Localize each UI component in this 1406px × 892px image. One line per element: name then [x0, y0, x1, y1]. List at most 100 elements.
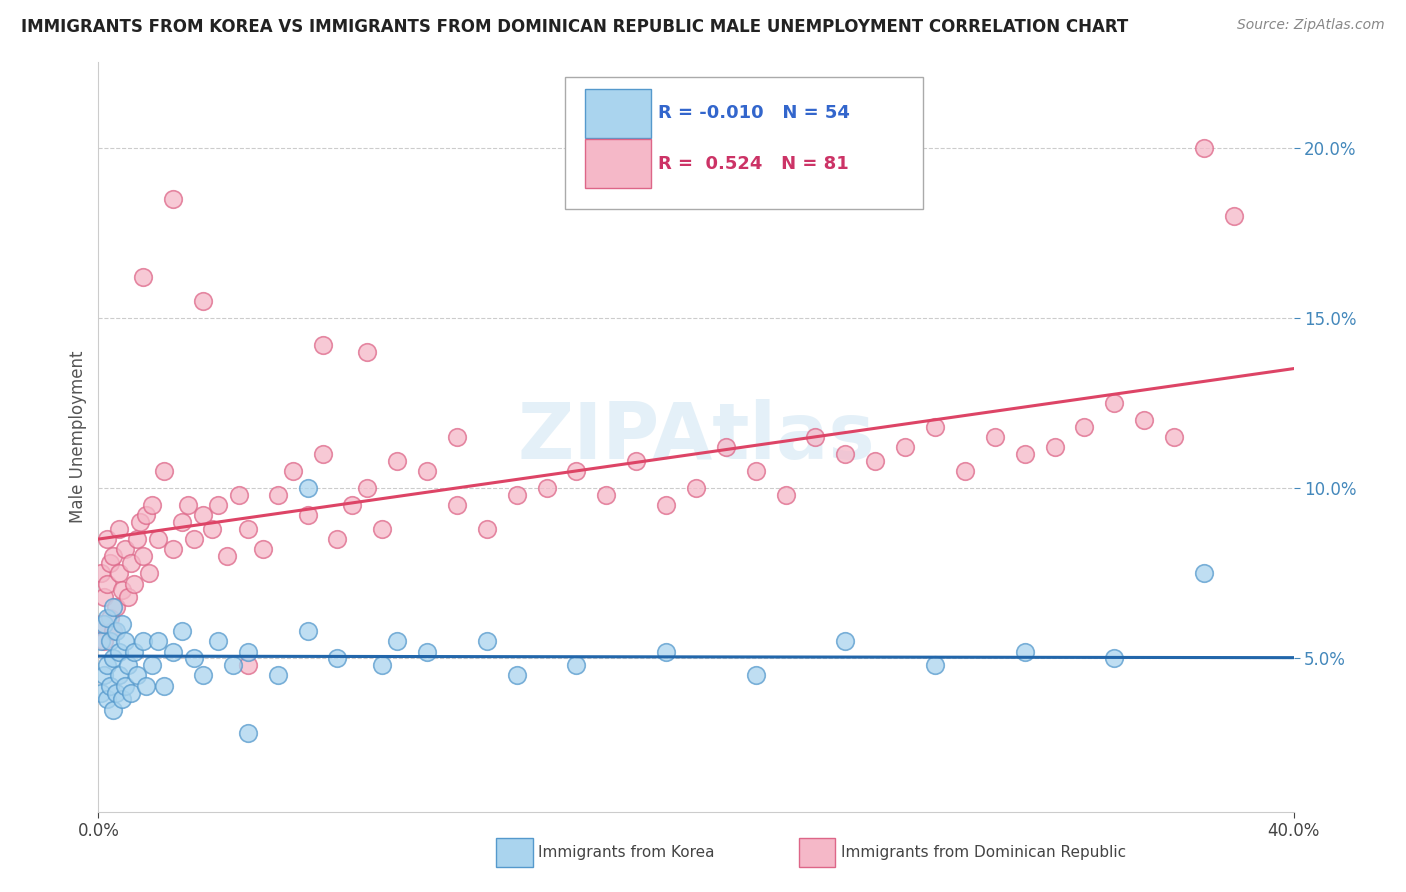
Point: [804, 430, 827, 444]
Point: [108, 668, 131, 682]
Point: [114, 542, 136, 557]
Point: [953, 464, 976, 478]
Point: [96, 692, 118, 706]
Point: [215, 549, 238, 564]
Point: [1133, 413, 1156, 427]
Point: [120, 556, 142, 570]
Point: [141, 498, 163, 512]
Point: [1192, 566, 1215, 581]
Point: [162, 192, 184, 206]
Point: [129, 515, 152, 529]
Point: [90, 685, 112, 699]
Point: [191, 508, 214, 523]
Point: [96, 576, 118, 591]
Point: [103, 600, 125, 615]
Point: [172, 624, 194, 639]
Point: [1104, 651, 1126, 665]
Point: [93, 668, 115, 682]
Point: [93, 617, 115, 632]
Point: [114, 634, 136, 648]
Point: [326, 533, 349, 547]
Point: [745, 464, 768, 478]
Point: [127, 668, 149, 682]
Point: [201, 522, 224, 536]
Point: [342, 498, 364, 512]
Point: [191, 293, 214, 308]
Point: [267, 668, 290, 682]
Point: [714, 440, 737, 454]
Point: [297, 508, 319, 523]
Point: [98, 610, 122, 624]
Point: [267, 488, 290, 502]
Point: [371, 522, 394, 536]
Point: [90, 617, 112, 632]
Point: [111, 583, 134, 598]
Point: [1223, 209, 1246, 223]
Point: [105, 600, 128, 615]
Point: [120, 685, 142, 699]
Point: [311, 447, 333, 461]
Point: [162, 542, 184, 557]
Point: [103, 651, 125, 665]
Point: [236, 645, 259, 659]
Point: [111, 617, 134, 632]
Point: [236, 658, 259, 673]
Point: [924, 420, 946, 434]
Point: [132, 270, 155, 285]
Point: [132, 549, 155, 564]
Point: [281, 464, 304, 478]
Point: [103, 624, 125, 639]
Point: [446, 430, 468, 444]
Point: [1043, 440, 1066, 454]
Point: [103, 549, 125, 564]
Point: [98, 634, 122, 648]
Point: [103, 702, 125, 716]
Point: [416, 645, 439, 659]
Point: [108, 566, 131, 581]
Point: [96, 533, 118, 547]
Point: [924, 658, 946, 673]
Point: [162, 645, 184, 659]
Point: [135, 508, 157, 523]
Point: [475, 522, 498, 536]
Point: [207, 634, 229, 648]
Point: [506, 668, 529, 682]
Point: [148, 634, 170, 648]
Point: [834, 447, 856, 461]
Point: [536, 481, 558, 495]
Point: [96, 610, 118, 624]
Point: [172, 515, 194, 529]
Point: [228, 488, 250, 502]
Point: [446, 498, 468, 512]
Point: [416, 464, 439, 478]
Point: [1163, 430, 1185, 444]
Point: [1014, 447, 1036, 461]
Point: [1192, 140, 1215, 154]
Point: [177, 498, 200, 512]
Point: [475, 634, 498, 648]
Point: [626, 454, 648, 468]
Point: [252, 542, 274, 557]
Point: [655, 645, 678, 659]
Point: [775, 488, 797, 502]
Point: [183, 651, 205, 665]
Point: [148, 533, 170, 547]
Text: Immigrants from Korea: Immigrants from Korea: [538, 846, 716, 860]
Point: [311, 338, 333, 352]
Point: [111, 692, 134, 706]
Point: [297, 481, 319, 495]
Point: [745, 668, 768, 682]
Point: [506, 488, 529, 502]
Point: [127, 533, 149, 547]
Text: ZIPAtlas: ZIPAtlas: [517, 399, 875, 475]
Point: [595, 488, 617, 502]
Point: [96, 658, 118, 673]
Point: [90, 634, 112, 648]
Text: R = -0.010   N = 54: R = -0.010 N = 54: [658, 104, 849, 122]
Point: [356, 345, 378, 359]
Point: [141, 658, 163, 673]
Point: [565, 464, 588, 478]
Point: [236, 726, 259, 740]
Point: [371, 658, 394, 673]
Point: [114, 679, 136, 693]
